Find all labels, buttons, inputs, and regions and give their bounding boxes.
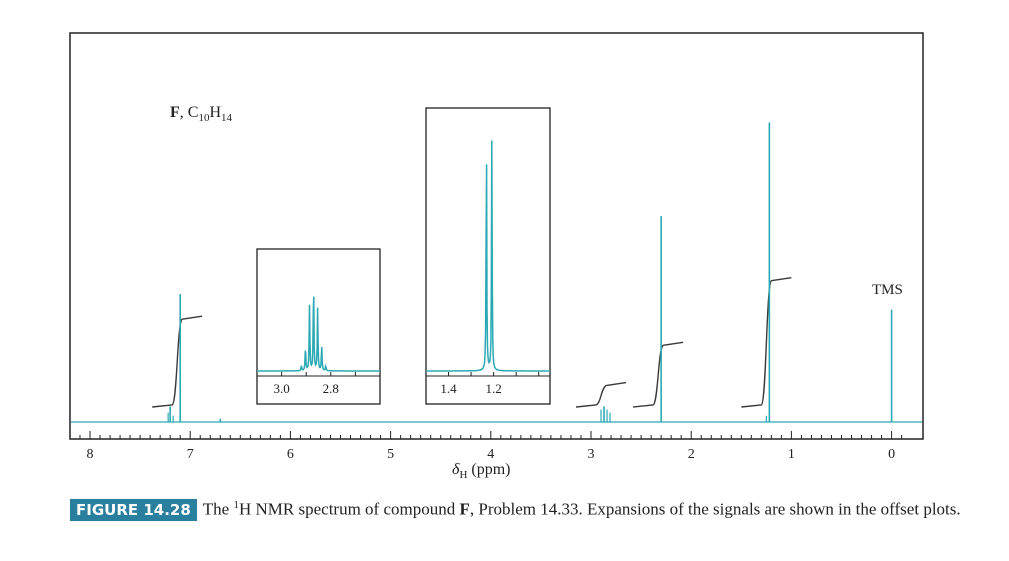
- caption-text-2: H NMR spectrum of compound: [238, 499, 460, 519]
- delta-subscript: H: [459, 469, 467, 481]
- x-tick-label: 1: [788, 447, 795, 462]
- inset-trace: [426, 140, 550, 372]
- caption-compound: F: [459, 499, 470, 519]
- x-tick-label: 6: [287, 447, 294, 462]
- x-axis: 8 7 6 5 4 3 2 1 0: [79, 431, 903, 462]
- x-tick-label: 4: [487, 447, 494, 462]
- inset-tick-label: 1.2: [486, 381, 502, 396]
- tms-label: TMS: [872, 282, 903, 298]
- figure-label-badge: FIGURE 14.28: [70, 498, 197, 521]
- formula-c: C: [188, 104, 199, 121]
- x-tick-label: 8: [87, 447, 94, 462]
- integral-curve: [575, 381, 627, 408]
- caption-text-1: The: [202, 499, 234, 519]
- x-tick-label: 7: [187, 447, 194, 462]
- integral-curve: [633, 341, 684, 408]
- x-tick-label: 0: [888, 447, 895, 462]
- plot-frame: [69, 32, 924, 440]
- delta-symbol: δ: [452, 461, 460, 478]
- x-tick-label: 2: [688, 447, 695, 462]
- ppm-unit: (ppm): [471, 461, 510, 478]
- integral-curve: [152, 315, 203, 408]
- formula-h: H: [209, 104, 221, 121]
- inset-trace: [257, 296, 380, 372]
- integral-curves: [152, 277, 792, 408]
- inset-tick-label: 2.8: [323, 381, 339, 396]
- inset-plots: 3.0 2.8 1.4 1.2: [256, 107, 551, 405]
- integral-curve: [741, 277, 792, 408]
- x-tick-label: 3: [588, 447, 595, 462]
- spectrum-trace: [71, 122, 922, 423]
- compound-letter: F: [170, 104, 180, 121]
- x-axis-title: δH (ppm): [452, 461, 511, 481]
- compound-label: F, C10H14: [170, 104, 233, 124]
- inset-tick-label: 3.0: [273, 381, 289, 396]
- formula-h-count: 14: [221, 112, 233, 124]
- formula-c-count: 10: [198, 112, 210, 124]
- inset-tick-label: 1.4: [440, 381, 457, 396]
- figure-caption: FIGURE 14.28 The 1H NMR spectrum of compo…: [70, 494, 970, 521]
- caption-superscript: 1: [233, 499, 239, 511]
- x-tick-label: 5: [387, 447, 394, 462]
- caption-text-3: , Problem 14.33. Expansions of the signa…: [469, 499, 961, 519]
